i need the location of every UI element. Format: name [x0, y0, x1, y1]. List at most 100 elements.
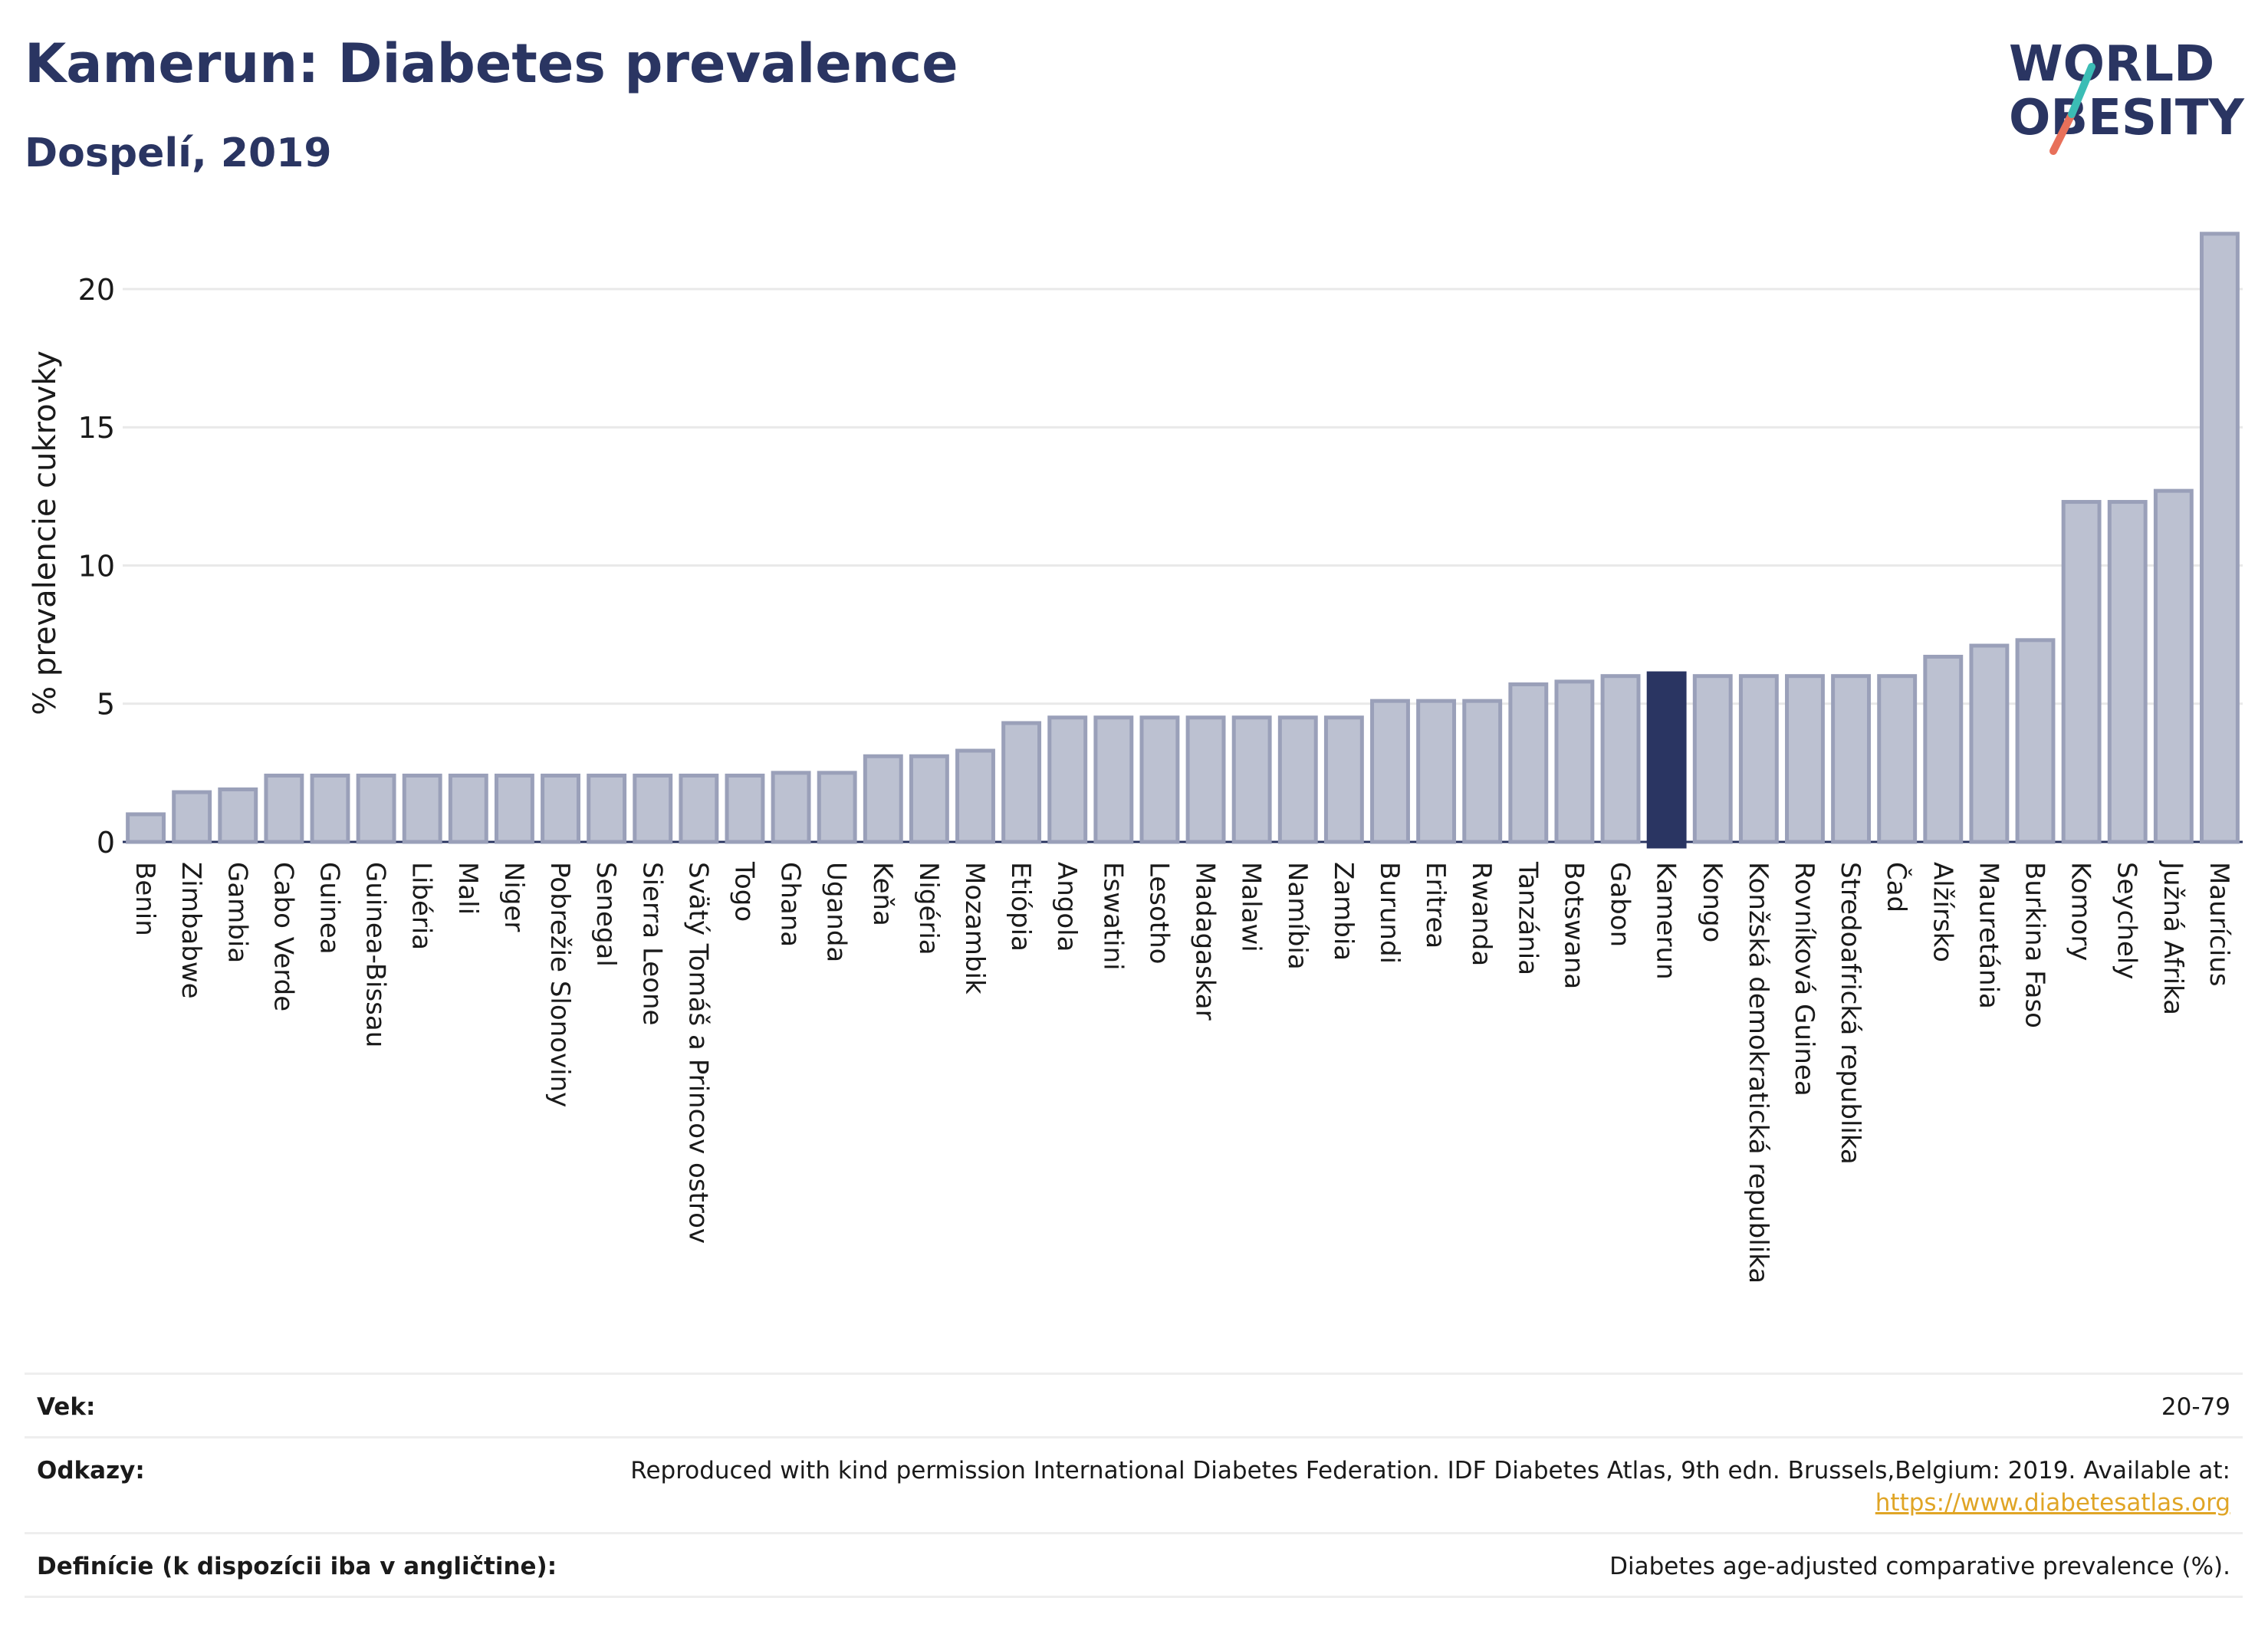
footer-label-age: Vek:: [37, 1393, 96, 1421]
logo-slash-red: [2049, 110, 2076, 155]
y-axis-label: % prevalencie cukrovky: [28, 350, 63, 715]
x-tick-label: Pobrežie Slonoviny: [544, 862, 575, 1107]
bar: [2200, 232, 2240, 844]
bar: [2015, 638, 2056, 844]
x-tick-label: Rovníková Guinea: [1789, 862, 1819, 1096]
x-tick-label: Tanzánia: [1512, 861, 1543, 975]
x-tick-label: Cabo Verde: [268, 862, 298, 1011]
x-tick-label: Libéria: [406, 862, 437, 950]
x-tick-label: Gabon: [1605, 862, 1635, 947]
bar-layer: [126, 232, 2240, 849]
bar: [1370, 699, 1410, 844]
bar: [679, 773, 719, 844]
x-tick-label: Komory: [2066, 862, 2096, 961]
bar: [2061, 500, 2102, 844]
x-tick-label: Alžírsko: [1927, 862, 1957, 962]
x-tick-label: Seychely: [2112, 862, 2142, 979]
footer-value-references: Reproduced with kind permission Internat…: [630, 1457, 2230, 1484]
x-tick-label: Ghana: [775, 862, 806, 947]
bar: [817, 771, 857, 844]
bar: [1554, 679, 1595, 844]
world-obesity-logo: WORLD OBESITY: [2009, 36, 2244, 155]
x-tick-label: Stredoafrická republika: [1835, 862, 1865, 1165]
x-tick-label: Uganda: [821, 862, 852, 962]
x-tick-label: Nigéria: [913, 862, 944, 955]
x-tick-label: Čad: [1881, 862, 1912, 912]
x-tick-label: Lesotho: [1143, 862, 1174, 964]
bar: [771, 771, 811, 844]
x-tick-label: Benin: [130, 862, 160, 936]
x-tick-label: Madagaskar: [1190, 862, 1221, 1021]
chart-footer: Vek: 20-79 Odkazy: Reproduced with kind …: [25, 1373, 2243, 1598]
bar: [725, 773, 765, 844]
bar: [1185, 715, 1226, 844]
bar: [1508, 682, 1549, 844]
x-tick-label: Sierra Leone: [636, 862, 667, 1025]
bar: [356, 773, 396, 844]
x-tick-label: Burundi: [1374, 862, 1405, 964]
x-tick-label: Rwanda: [1466, 862, 1497, 966]
x-tick-label: Eritrea: [1420, 862, 1451, 949]
bar: [1139, 715, 1180, 844]
bar: [1785, 674, 1825, 844]
bar: [1001, 721, 1042, 844]
footer-row-references: Odkazy: Reproduced with kind permission …: [25, 1436, 2243, 1532]
x-tick-label: Mali: [452, 862, 483, 915]
bar: [1093, 715, 1134, 844]
x-tick-label: Eswatini: [1097, 862, 1128, 971]
x-tick-label: Zambia: [1328, 862, 1359, 961]
bar: [1600, 674, 1641, 844]
x-tick-label: Malawi: [1236, 862, 1267, 952]
bar-chart: 0 5 10 15 20 Benin Zimbabwe Gambia Cabo Verde Gui…: [28, 232, 2243, 1284]
bar: [1047, 715, 1088, 844]
x-tick-label: Botswana: [1558, 862, 1589, 989]
footer-value-definitions: Diabetes age-adjusted comparative preval…: [1609, 1553, 2230, 1580]
bar: [1323, 715, 1364, 844]
y-tick-label: 0: [97, 826, 115, 860]
bar: [909, 754, 949, 844]
y-tick-label: 10: [78, 549, 115, 583]
bar: [863, 754, 903, 844]
y-tick-label: 5: [97, 688, 115, 722]
x-tick-label: Kongo: [1697, 862, 1727, 942]
x-tick-label: Južná Afrika: [2158, 860, 2188, 1015]
bar: [1738, 674, 1779, 844]
x-tick-label: Guinea-Bissau: [360, 862, 391, 1047]
x-tick-label: Mozambik: [959, 862, 990, 995]
x-tick-label: Svätý Tomáš a Princov ostrov: [682, 862, 713, 1244]
bar: [1969, 643, 2010, 844]
x-tick-label: Burkina Faso: [2020, 862, 2050, 1028]
bar: [218, 787, 258, 844]
chart-title: Kamerun: Diabetes prevalence: [25, 32, 958, 95]
footer-row-definitions: Definície (k dispozícii iba v angličtine…: [25, 1532, 2243, 1598]
bar: [1923, 654, 1964, 844]
bar: [1416, 699, 1457, 844]
chart-subtitle: Dospelí, 2019: [25, 130, 332, 176]
x-tick-label: Guinea: [314, 862, 344, 955]
bar: [402, 773, 442, 844]
bar: [448, 773, 488, 844]
footer-value-age: 20-79: [2161, 1393, 2230, 1421]
x-tick-label: Keňa: [867, 862, 898, 926]
bar: [1277, 715, 1318, 844]
bar: [1231, 715, 1272, 844]
bar: [1462, 699, 1503, 844]
x-tick-label: Maurícius: [2204, 862, 2234, 987]
y-tick-label: 15: [78, 411, 115, 445]
logo-line2: OBESITY: [2009, 90, 2244, 146]
x-tick-label: Kamerun: [1651, 862, 1681, 980]
footer-reference-link[interactable]: https://www.diabetesatlas.org: [1875, 1489, 2230, 1517]
x-tick-label: Senegal: [590, 862, 621, 967]
footer-label-references: Odkazy:: [37, 1457, 145, 1484]
bar: [633, 773, 673, 844]
bar: [1831, 674, 1872, 844]
bar: [264, 773, 304, 844]
logo-slash-teal: [2068, 63, 2095, 118]
footer-label-definitions: Definície (k dispozícii iba v angličtine…: [37, 1553, 557, 1580]
x-tick-label: Gambia: [222, 862, 252, 963]
bar: [494, 773, 534, 844]
bar-highlighted: [1646, 671, 1687, 849]
bar: [2153, 488, 2194, 844]
bar: [1877, 674, 1918, 844]
x-tick-label: Konžská demokratická republika: [1743, 862, 1773, 1284]
